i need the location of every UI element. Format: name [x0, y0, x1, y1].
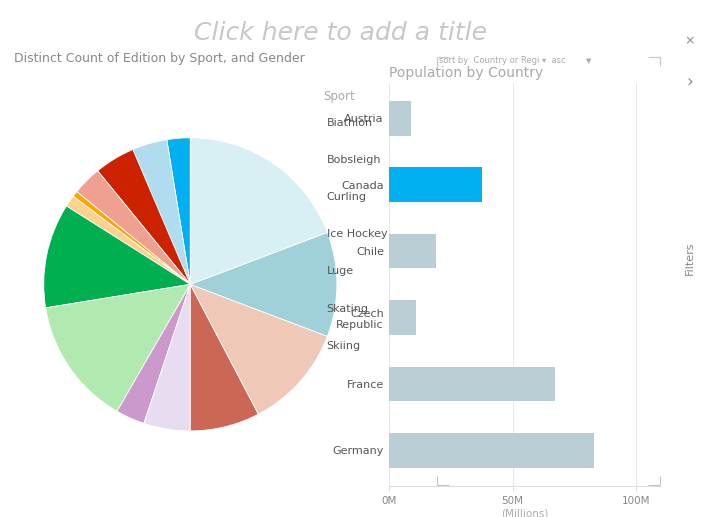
Text: Ice Hockey: Ice Hockey — [327, 229, 387, 239]
Wedge shape — [44, 206, 190, 308]
Wedge shape — [97, 149, 190, 284]
Text: Filters: Filters — [684, 242, 694, 275]
Wedge shape — [190, 232, 337, 337]
Wedge shape — [190, 284, 258, 431]
Text: Biathlon: Biathlon — [327, 117, 373, 128]
Wedge shape — [190, 284, 327, 414]
Bar — [390, 101, 411, 135]
Text: Bobsleigh: Bobsleigh — [327, 155, 381, 165]
Wedge shape — [167, 138, 190, 284]
Wedge shape — [133, 140, 190, 284]
Wedge shape — [77, 171, 190, 284]
Wedge shape — [117, 284, 190, 423]
Bar — [390, 234, 437, 268]
Wedge shape — [144, 284, 190, 431]
Text: Skiing: Skiing — [327, 341, 361, 351]
Bar — [390, 367, 555, 401]
Bar — [390, 433, 594, 468]
Text: Population by Country: Population by Country — [390, 66, 544, 80]
X-axis label: (Millions): (Millions) — [501, 509, 549, 517]
Text: ▼: ▼ — [586, 58, 591, 65]
Text: ›: › — [686, 74, 693, 92]
Text: Curling: Curling — [327, 192, 366, 202]
Text: Sport: Sport — [323, 90, 355, 103]
Wedge shape — [73, 192, 190, 284]
Wedge shape — [67, 196, 190, 284]
Wedge shape — [45, 284, 190, 412]
Wedge shape — [190, 138, 327, 284]
Bar — [390, 300, 416, 335]
Text: Skating: Skating — [327, 303, 368, 314]
Text: Distinct Count of Edition by Sport, and Gender: Distinct Count of Edition by Sport, and … — [14, 52, 305, 65]
Text: Luge: Luge — [327, 266, 354, 277]
Bar — [390, 168, 482, 202]
Text: ×: × — [684, 35, 694, 48]
Text: sort by  Country or Regi ▾  asc: sort by Country or Regi ▾ asc — [439, 56, 565, 65]
Text: Click here to add a title: Click here to add a title — [195, 21, 487, 44]
